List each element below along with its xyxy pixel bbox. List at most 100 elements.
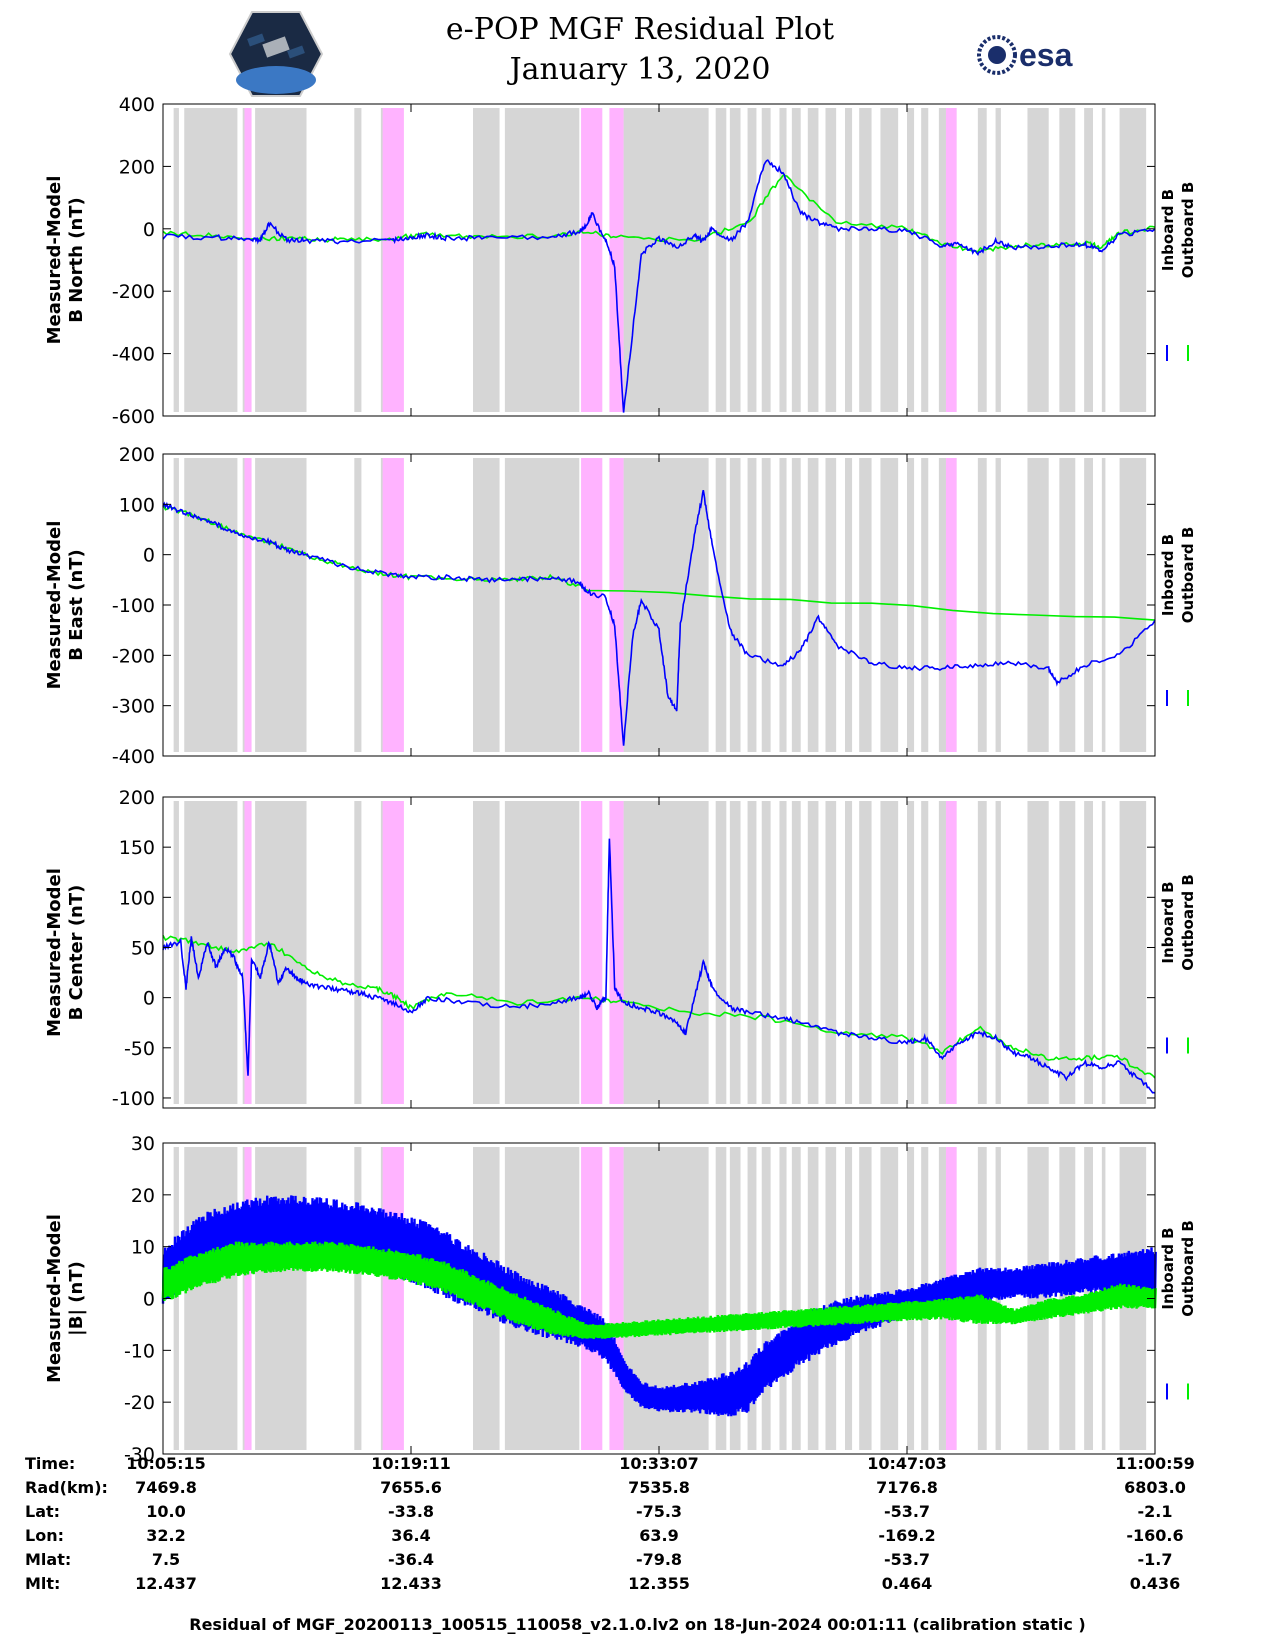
y-tick-label: -30 xyxy=(124,1444,155,1466)
coverage-band-grey xyxy=(747,1147,757,1450)
coverage-band-pink xyxy=(581,458,603,752)
coverage-band-grey xyxy=(715,801,727,1104)
y-tick-label: -300 xyxy=(112,696,155,718)
y-tick-label: -400 xyxy=(112,344,155,366)
coverage-band-grey xyxy=(845,801,853,1104)
series-inboard xyxy=(162,838,1156,1094)
coverage-band-grey xyxy=(859,458,872,752)
coverage-band-grey xyxy=(859,108,872,412)
coverage-band-grey xyxy=(938,801,946,1104)
coverage-band-pink xyxy=(945,801,957,1104)
coverage-band-grey xyxy=(747,801,757,1104)
coverage-band-grey xyxy=(977,108,987,412)
coverage-band-grey xyxy=(747,108,757,412)
coverage-band-grey xyxy=(729,1147,741,1450)
coverage-band-grey xyxy=(747,458,757,752)
y-axis-label: Measured-Model xyxy=(44,176,65,345)
y-tick-label: -100 xyxy=(112,595,155,617)
coverage-band-grey xyxy=(977,801,987,1104)
coverage-band-grey xyxy=(825,108,837,412)
y-tick-label: 200 xyxy=(119,444,155,466)
coverage-band-grey xyxy=(791,801,801,1104)
series-outboard xyxy=(161,1241,1157,1340)
coverage-band-grey xyxy=(173,458,179,752)
coverage-band-grey xyxy=(779,458,787,752)
y-tick-label: 400 xyxy=(119,94,155,116)
y-tick-label: -200 xyxy=(112,645,155,667)
coverage-band-pink xyxy=(382,801,404,1104)
coverage-band-grey xyxy=(473,458,500,752)
coverage-band-grey xyxy=(1027,801,1049,1104)
y-tick-label: 150 xyxy=(119,837,155,859)
coverage-band-grey xyxy=(791,108,801,412)
coverage-band-grey xyxy=(255,108,307,412)
y-tick-label: -50 xyxy=(124,1038,155,1060)
coverage-band-grey xyxy=(504,458,580,752)
coverage-band-grey xyxy=(825,1147,837,1450)
coverage-band-pink xyxy=(609,108,624,412)
coverage-band-grey xyxy=(779,1147,787,1450)
coverage-band-grey xyxy=(779,108,787,412)
coverage-band-grey xyxy=(504,108,580,412)
y-tick-label: 0 xyxy=(143,545,155,567)
coverage-band-pink xyxy=(609,458,624,752)
legend-outboard-label: Outboard B xyxy=(1179,1220,1197,1317)
coverage-band-grey xyxy=(354,108,362,412)
coverage-band-grey xyxy=(921,108,929,412)
coverage-band-pink xyxy=(945,458,957,752)
coverage-band-grey xyxy=(1119,458,1147,752)
panel-2: 200 100 0 -100 -200 -300 -400 Measured-Model B E… xyxy=(44,444,1197,768)
coverage-band-grey xyxy=(1119,801,1147,1104)
coverage-band-grey xyxy=(173,108,179,412)
coverage-band-grey xyxy=(1059,458,1076,752)
series-outboard xyxy=(162,174,1156,253)
legend-outboard-label: Outboard B xyxy=(1179,182,1197,279)
coverage-band-pink xyxy=(382,458,404,752)
coverage-band-pink xyxy=(382,1147,404,1450)
coverage-band-grey xyxy=(880,108,899,412)
coverage-band-grey xyxy=(1101,108,1106,412)
y-tick-label: 50 xyxy=(131,937,155,959)
coverage-band-grey xyxy=(995,458,1001,752)
coverage-band-grey xyxy=(729,108,741,412)
coverage-band-grey xyxy=(623,458,709,752)
coverage-band-grey xyxy=(354,1147,362,1450)
coverage-band-grey xyxy=(255,458,307,752)
series-inboard xyxy=(162,159,1156,413)
plot-title: e-POP MGF Residual Plot xyxy=(445,12,835,47)
y-tick-label: 0 xyxy=(143,1289,155,1311)
y-tick-label: -200 xyxy=(112,281,155,303)
coverage-band-grey xyxy=(761,458,771,752)
y-tick-label: 200 xyxy=(119,156,155,178)
coverage-band-grey xyxy=(938,458,946,752)
y-tick-label: 0 xyxy=(143,988,155,1010)
y-axis-label: Measured-Model xyxy=(44,1214,65,1383)
cassiope-logo-icon xyxy=(228,11,324,97)
legend-inboard-label: Inboard B xyxy=(1159,189,1177,271)
coverage-band-grey xyxy=(729,801,741,1104)
coverage-band-grey xyxy=(715,1147,727,1450)
coverage-band-grey xyxy=(504,801,580,1104)
coverage-band-pink xyxy=(244,1147,252,1450)
y-axis-label: Measured-Model xyxy=(44,868,65,1037)
coverage-band-grey xyxy=(1084,458,1093,752)
y-tick-label: 10 xyxy=(131,1237,155,1259)
coverage-band-pink xyxy=(244,108,252,412)
y-axis-label: Measured-Model xyxy=(44,521,65,690)
coverage-band-grey xyxy=(1084,108,1093,412)
coverage-band-grey xyxy=(255,801,307,1104)
coverage-band-grey xyxy=(938,108,946,412)
coverage-band-grey xyxy=(1101,458,1106,752)
y-tick-label: -600 xyxy=(112,406,155,428)
coverage-band-grey xyxy=(715,458,727,752)
coverage-band-grey xyxy=(1084,801,1093,1104)
coverage-band-grey xyxy=(791,458,801,752)
coverage-band-grey xyxy=(255,1147,307,1450)
y-tick-label: 100 xyxy=(119,887,155,909)
coverage-band-pink xyxy=(244,458,252,752)
coverage-band-pink xyxy=(581,1147,603,1450)
series-inboard xyxy=(162,490,1156,746)
coverage-band-grey xyxy=(921,801,929,1104)
coverage-band-grey xyxy=(623,801,709,1104)
